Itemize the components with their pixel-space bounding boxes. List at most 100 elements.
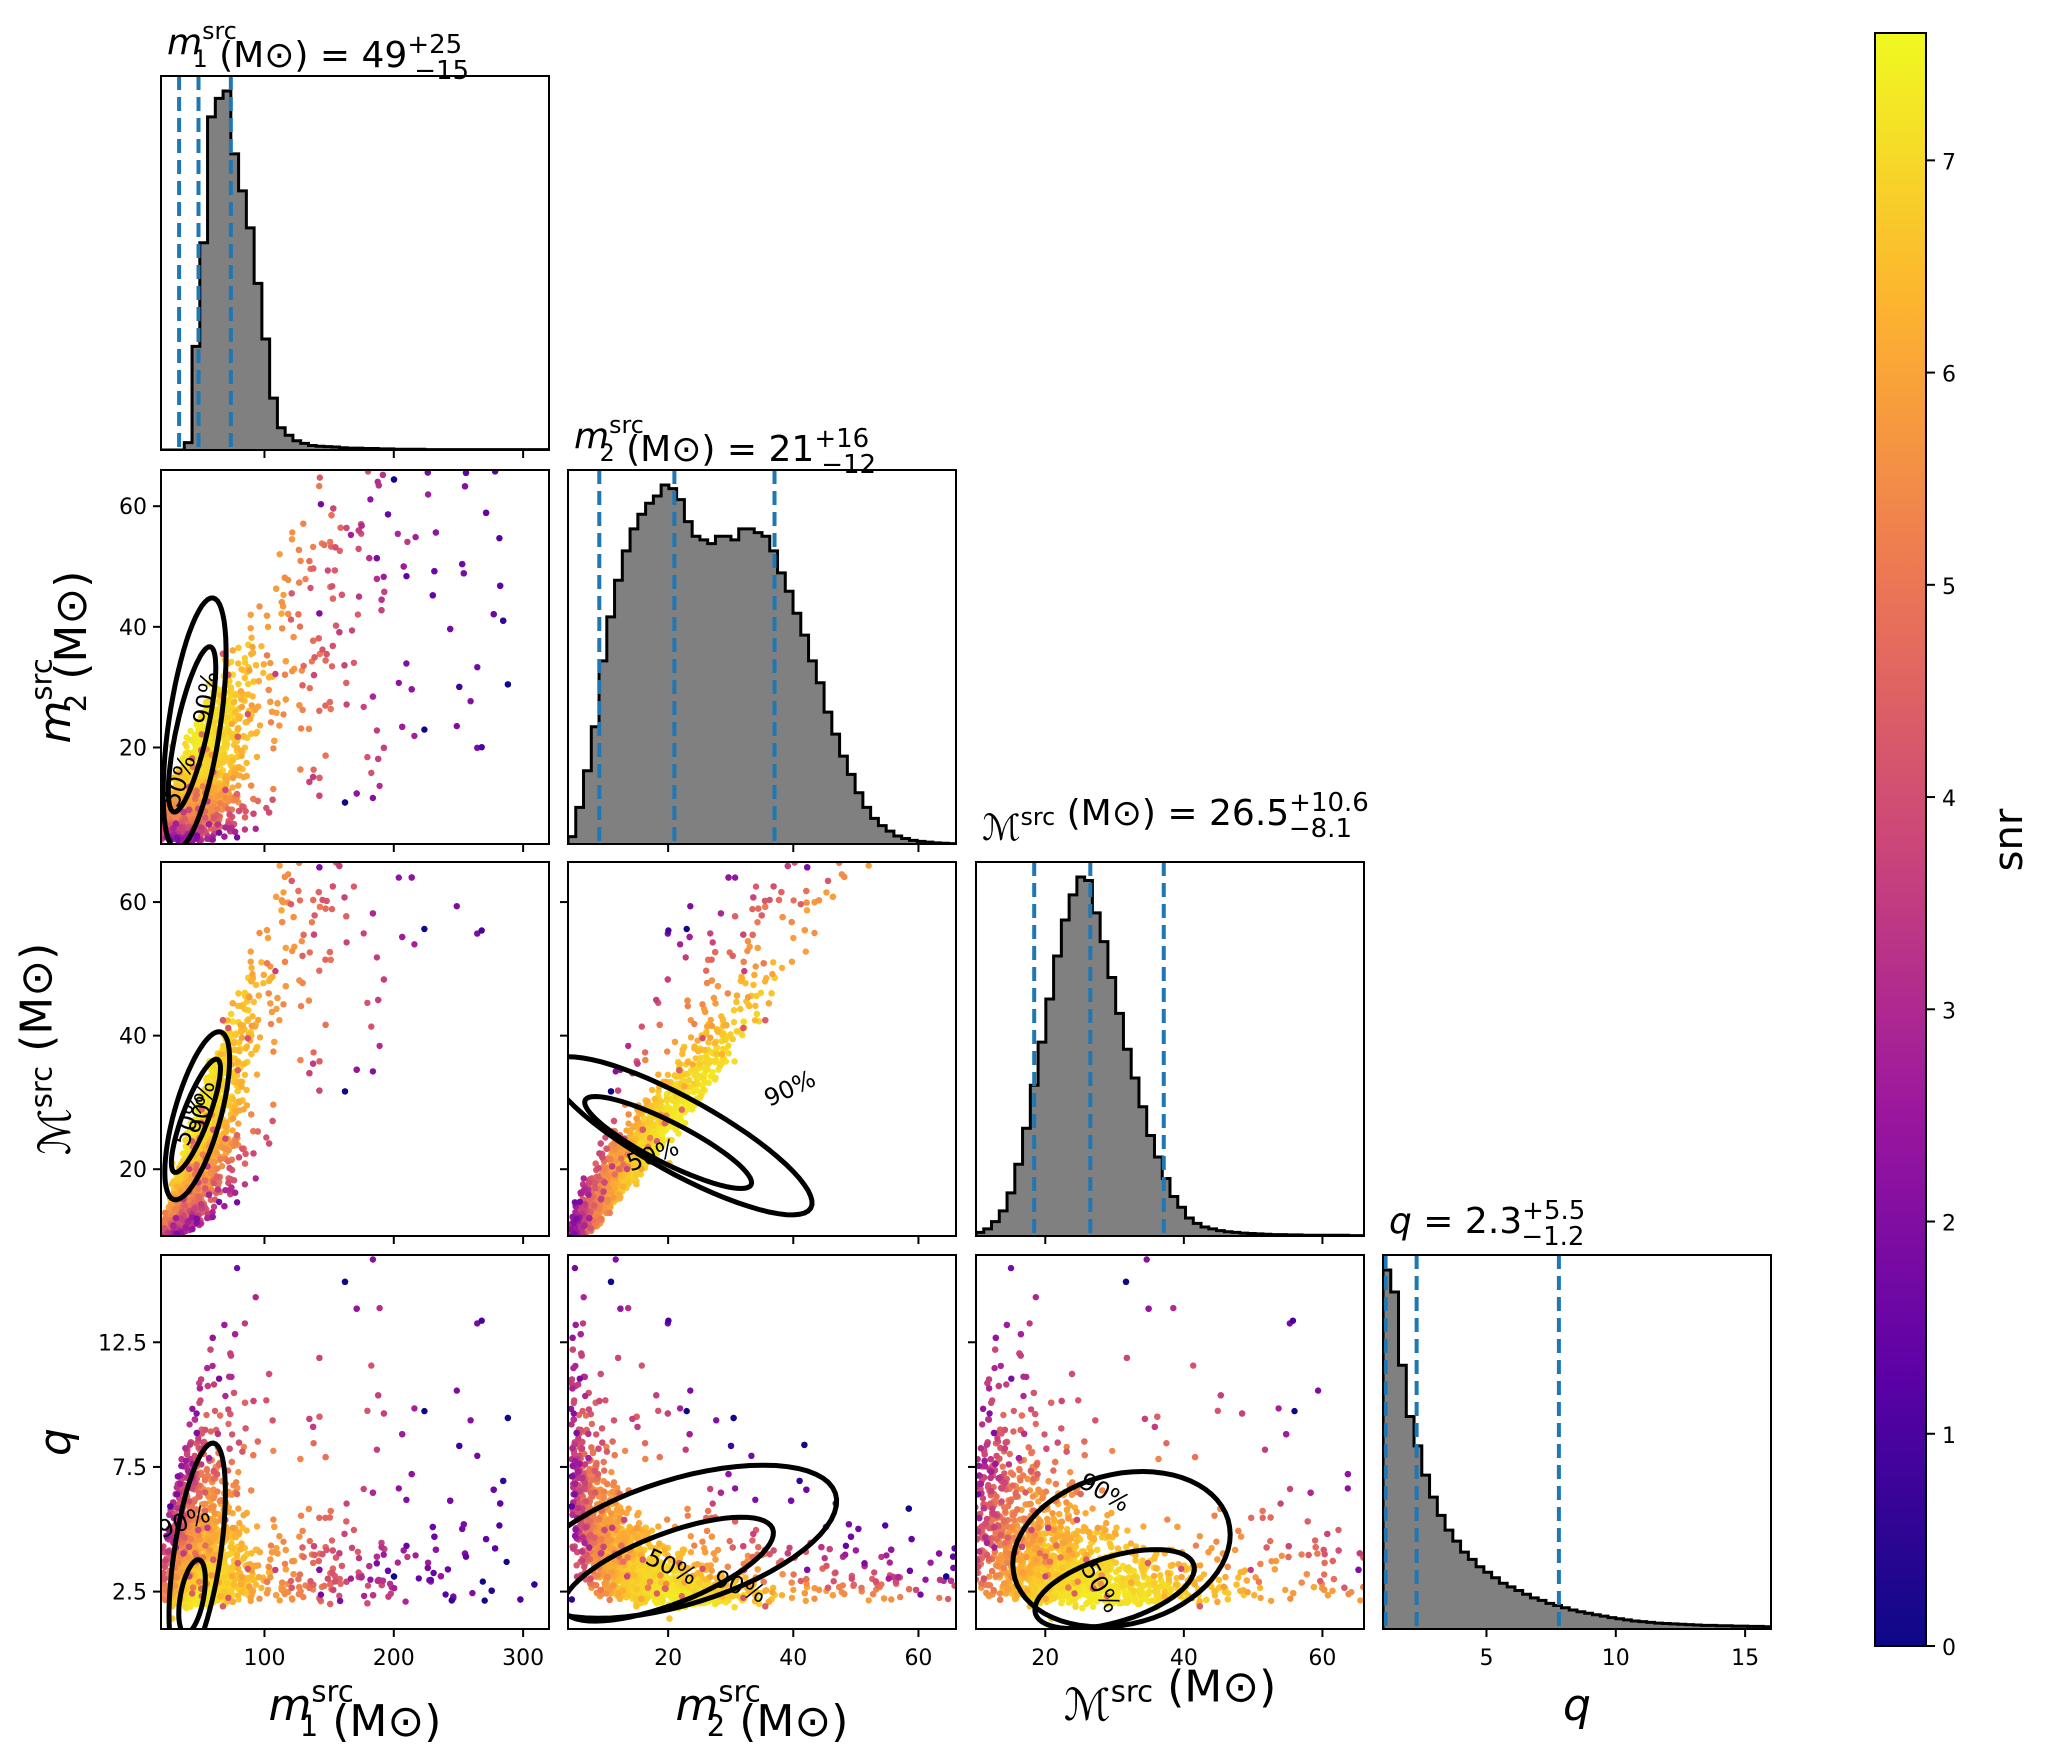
scatter-point <box>235 990 242 997</box>
scatter-point <box>241 814 249 821</box>
scatter-point <box>369 794 377 802</box>
scatter-m1-mc: 50%90% <box>161 862 485 1244</box>
scatter-point <box>222 1145 230 1153</box>
scatter-point <box>227 684 235 691</box>
scatter-point <box>311 912 318 919</box>
scatter-point <box>247 625 254 632</box>
scatter-point <box>267 719 275 726</box>
scatter-point <box>229 1115 237 1122</box>
scatter-point <box>255 677 262 685</box>
scatter-point <box>411 941 418 948</box>
scatter-point <box>281 958 289 965</box>
scatter-point <box>236 715 243 722</box>
scatter-point <box>184 801 192 808</box>
scatter-point <box>198 1092 205 1100</box>
scatter-point <box>253 753 261 761</box>
scatter-point <box>403 573 410 580</box>
scatter-point <box>193 791 200 799</box>
scatter-point <box>306 949 313 956</box>
scatter-point <box>241 826 249 833</box>
scatter-point <box>338 591 346 598</box>
scatter-point <box>364 753 371 761</box>
scatter-point <box>238 696 245 703</box>
scatter-point <box>380 573 387 580</box>
scatter-point <box>252 1175 259 1182</box>
scatter-point <box>199 783 206 790</box>
scatter-point <box>204 835 211 842</box>
scatter-point <box>254 797 261 805</box>
scatter-point <box>378 596 385 603</box>
scatter-point <box>374 478 381 485</box>
scatter-point <box>317 501 325 508</box>
scatter-point <box>167 1238 173 1244</box>
scatter-point <box>230 1040 237 1047</box>
scatter-point <box>336 547 343 554</box>
scatter-point <box>223 741 231 748</box>
scatter-point <box>218 745 225 752</box>
scatter-point <box>341 894 348 901</box>
scatter-point <box>204 758 211 765</box>
scatter-point <box>242 808 249 815</box>
scatter-point <box>300 662 307 670</box>
scatter-point <box>256 929 263 937</box>
scatter-point <box>302 575 309 583</box>
scatter-point <box>280 889 287 896</box>
scatter-point <box>233 1132 241 1139</box>
scatter-point <box>429 592 436 599</box>
scatter-point <box>219 759 227 766</box>
scatter-point <box>316 774 323 781</box>
scatter-point <box>168 1180 176 1188</box>
scatter-point <box>210 1179 217 1187</box>
scatter-point <box>219 1017 227 1024</box>
scatter-point <box>260 661 267 668</box>
scatter-point <box>236 1099 243 1106</box>
scatter-point <box>221 1203 228 1210</box>
scatter-point <box>276 1017 283 1024</box>
scatter-point <box>282 658 289 665</box>
scatter-point <box>360 930 367 937</box>
histogram-m2 <box>568 470 956 844</box>
scatter-point <box>384 511 392 518</box>
scatter-point <box>369 693 377 700</box>
scatter-point <box>306 557 313 565</box>
scatter-point <box>203 770 210 777</box>
scatter-point <box>310 766 317 773</box>
scatter-point <box>172 820 180 827</box>
scatter-point <box>260 669 267 677</box>
scatter-m2-mc: 50%90% <box>568 862 872 1236</box>
scatter-point <box>263 1134 270 1141</box>
scatter-point <box>248 650 255 658</box>
scatter-point <box>223 777 230 785</box>
scatter-point <box>248 978 255 985</box>
scatter-m1-m2: 50%90% <box>154 470 512 844</box>
scatter-point <box>243 1086 250 1094</box>
scatter-point <box>248 1050 255 1058</box>
scatter-point <box>234 1087 241 1095</box>
histogram-q <box>1383 1255 1771 1629</box>
scatter-point <box>229 757 237 764</box>
scatter-point <box>222 795 230 802</box>
scatter-point <box>182 740 189 748</box>
scatter-point <box>201 814 209 821</box>
scatter-point <box>285 610 292 618</box>
scatter-point <box>343 524 350 532</box>
scatter-point <box>273 893 280 900</box>
scatter-point <box>193 1215 200 1222</box>
scatter-point <box>154 832 160 838</box>
scatter-point <box>280 591 287 599</box>
scatter-point <box>343 701 350 708</box>
scatter-point <box>276 862 283 869</box>
scatter-point <box>490 611 497 618</box>
scatter-point <box>316 903 324 911</box>
scatter-point <box>400 563 407 570</box>
scatter-point <box>205 821 213 828</box>
scatter-point <box>214 805 221 813</box>
scatter-point <box>373 727 381 734</box>
scatter-point <box>240 1106 247 1113</box>
scatter-point <box>179 826 186 834</box>
scatter-point <box>235 1154 243 1161</box>
scatter-point <box>198 1201 205 1208</box>
scatter-point <box>248 1111 255 1118</box>
scatter-point <box>289 529 296 536</box>
scatter-point <box>179 755 187 762</box>
